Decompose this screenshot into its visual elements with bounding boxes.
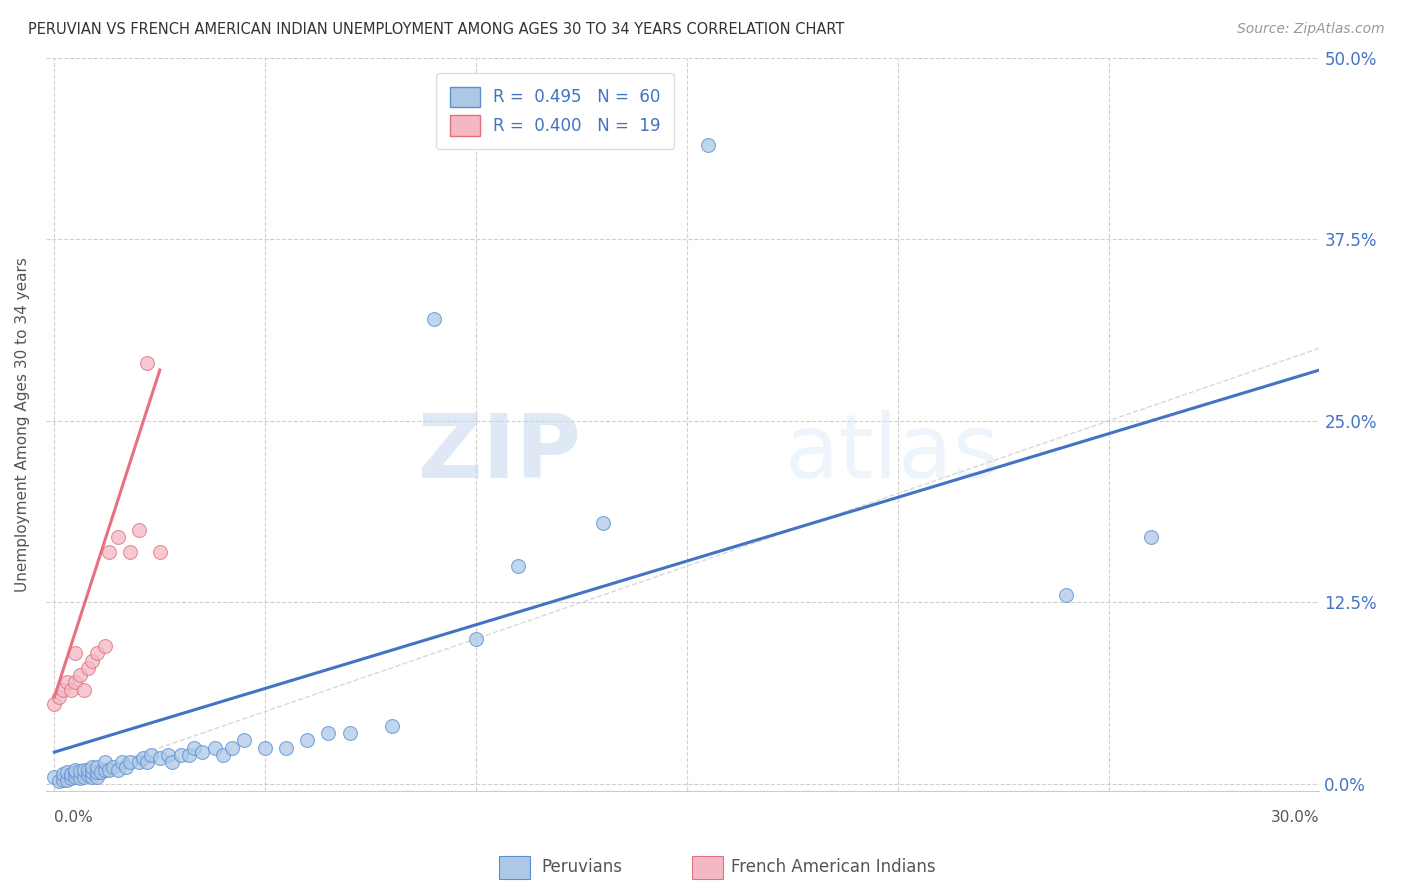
Point (77, 763, 100, 777)
Legend: R =  0.495   N =  60, R =  0.400   N =  19: R = 0.495 N = 60, R = 0.400 N = 19 (436, 73, 673, 149)
Point (297, 733, 319, 747)
Point (86, 770, 108, 784)
Point (1054, 588, 1077, 602)
Point (73, 770, 96, 784)
Point (52, 772, 75, 787)
Point (221, 740, 243, 755)
Point (86, 759, 108, 773)
Point (94, 763, 117, 777)
Point (136, 356, 159, 370)
Point (149, 751, 172, 765)
Point (82, 770, 104, 784)
Text: Peruvians: Peruvians (541, 858, 623, 876)
Point (149, 544, 172, 558)
Point (73, 682, 96, 697)
Point (44, 697, 66, 711)
Point (52, 767, 75, 781)
Point (465, 632, 488, 646)
Point (69, 771, 91, 785)
Point (90, 765, 112, 780)
Point (56, 772, 79, 787)
Point (98, 544, 121, 558)
Point (82, 765, 104, 780)
Point (48, 690, 70, 704)
Point (77, 661, 100, 675)
Point (69, 764, 91, 778)
Point (120, 756, 142, 770)
Point (44, 770, 66, 784)
Point (86, 646, 108, 660)
Point (48, 774, 70, 789)
Point (111, 756, 134, 770)
Text: ZIP: ZIP (418, 410, 581, 498)
Point (191, 745, 214, 759)
Point (56, 675, 79, 690)
Point (179, 747, 201, 762)
Point (65, 765, 87, 780)
Text: atlas: atlas (785, 410, 1000, 498)
Point (128, 523, 150, 537)
Text: 0.0%: 0.0% (55, 810, 93, 824)
Point (204, 740, 226, 755)
Point (183, 740, 205, 755)
Point (136, 756, 159, 770)
Point (94, 756, 117, 770)
Point (107, 763, 129, 777)
Point (69, 668, 91, 682)
Text: Source: ZipAtlas.com: Source: ZipAtlas.com (1237, 22, 1385, 37)
Point (339, 726, 361, 740)
Point (77, 768, 100, 782)
Point (1139, 530, 1161, 544)
Point (697, 137, 720, 152)
Point (82, 654, 104, 668)
Point (276, 740, 298, 755)
Point (592, 516, 614, 530)
Point (170, 747, 193, 762)
Point (98, 763, 121, 777)
Point (65, 646, 87, 660)
Point (254, 740, 277, 755)
Text: 30.0%: 30.0% (1271, 810, 1319, 824)
Point (318, 726, 340, 740)
Point (120, 544, 142, 558)
Point (56, 765, 79, 780)
Point (381, 719, 404, 733)
Text: PERUVIAN VS FRENCH AMERICAN INDIAN UNEMPLOYMENT AMONG AGES 30 TO 34 YEARS CORREL: PERUVIAN VS FRENCH AMERICAN INDIAN UNEMP… (28, 22, 845, 37)
Point (115, 759, 138, 773)
Point (508, 559, 530, 574)
Point (65, 770, 87, 784)
Point (73, 763, 96, 777)
Point (132, 751, 155, 765)
Point (141, 747, 163, 762)
Point (86, 765, 108, 780)
Y-axis label: Unemployment Among Ages 30 to 34 years: Unemployment Among Ages 30 to 34 years (15, 257, 30, 592)
Point (94, 639, 117, 653)
Point (60, 767, 83, 781)
Point (128, 756, 150, 770)
Point (60, 771, 83, 785)
Text: French American Indians: French American Indians (731, 858, 936, 876)
Point (52, 682, 75, 697)
Point (233, 733, 256, 747)
Point (82, 759, 104, 773)
Point (65, 675, 87, 690)
Point (65, 763, 87, 777)
Point (212, 747, 235, 762)
Point (423, 312, 446, 326)
Point (157, 747, 180, 762)
Point (60, 682, 83, 697)
Point (107, 530, 129, 544)
Point (162, 756, 184, 770)
Point (103, 759, 125, 773)
